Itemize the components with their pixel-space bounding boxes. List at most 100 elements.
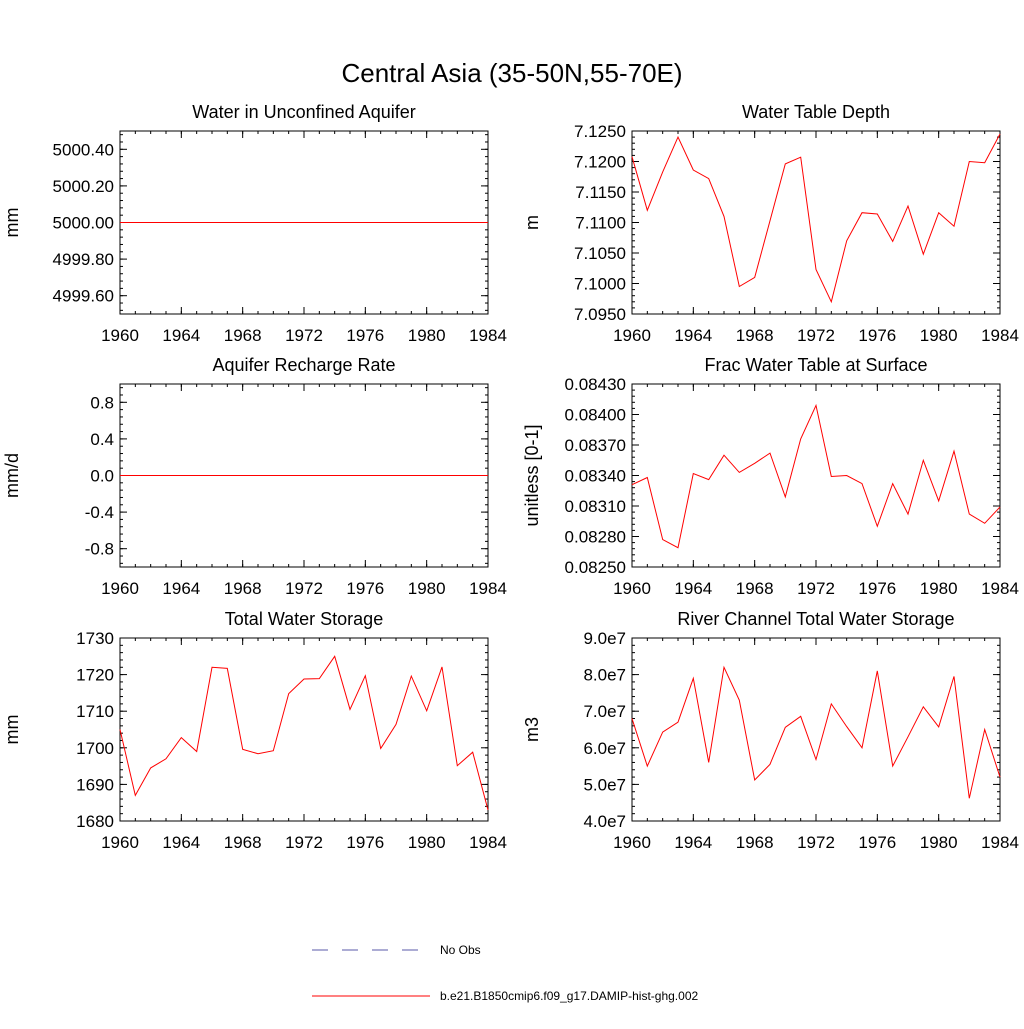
x-tick-label: 1972 — [797, 833, 835, 852]
x-tick-label: 1960 — [613, 833, 651, 852]
y-tick-label: 7.1000 — [574, 275, 626, 294]
y-tick-label: 7.1100 — [575, 214, 626, 233]
y-axis-label: mm — [2, 208, 22, 238]
x-tick-label: 1984 — [469, 579, 507, 598]
figure-title: Central Asia (35-50N,55-70E) — [341, 58, 682, 88]
x-tick-label: 1976 — [858, 579, 896, 598]
x-tick-label: 1960 — [613, 326, 651, 345]
series-line-1 — [119, 655, 489, 811]
y-tick-label: 7.0950 — [574, 305, 626, 324]
y-tick-label: 0.08310 — [565, 497, 626, 516]
x-tick-label: 1960 — [101, 833, 139, 852]
x-tick-label: 1968 — [224, 579, 262, 598]
y-tick-label: 1730 — [76, 629, 114, 648]
x-tick-label: 1980 — [920, 326, 958, 345]
x-tick-label: 1972 — [797, 579, 835, 598]
y-axis-label: m — [522, 215, 542, 230]
panel-title: Water Table Depth — [742, 102, 890, 122]
x-tick-label: 1980 — [920, 833, 958, 852]
x-tick-label: 1976 — [858, 326, 896, 345]
y-tick-label: 4.0e7 — [583, 812, 626, 831]
panel-title: Frac Water Table at Surface — [704, 355, 927, 375]
x-tick-label: 1980 — [920, 579, 958, 598]
panels: Water in Unconfined Aquifer 1960 1964 1968 1… — [2, 102, 1019, 852]
plot-frame — [119, 637, 489, 822]
y-tick-label: -0.4 — [85, 503, 114, 522]
x-tick-label: 1976 — [858, 833, 896, 852]
y-tick-label: 1700 — [76, 739, 114, 758]
x-tick-label: 1968 — [736, 579, 774, 598]
panel-5: Total Water Storage 1960 1964 1968 1972 1976 1… — [2, 609, 507, 852]
y-tick-label: 0.08370 — [565, 436, 626, 455]
x-tick-label: 1980 — [408, 833, 446, 852]
x-tick-label: 1964 — [674, 833, 712, 852]
x-tick-label: 1968 — [224, 833, 262, 852]
y-tick-label: 1690 — [76, 775, 114, 794]
x-tick-label: 1972 — [285, 326, 323, 345]
x-tick-label: 1984 — [981, 326, 1019, 345]
panel-4: Frac Water Table at Surface 1960 1964 1968 1… — [522, 355, 1019, 598]
x-tick-label: 1964 — [162, 326, 200, 345]
y-tick-label: 7.1150 — [575, 183, 626, 202]
y-tick-label: 1720 — [76, 666, 114, 685]
x-tick-label: 1964 — [162, 833, 200, 852]
x-tick-label: 1972 — [285, 579, 323, 598]
x-tick-label: 1964 — [674, 326, 712, 345]
y-tick-label: -0.8 — [85, 540, 114, 559]
x-tick-label: 1976 — [346, 326, 384, 345]
x-tick-label: 1972 — [285, 833, 323, 852]
panel-3: Aquifer Recharge Rate 1960 1964 1968 1972 197… — [2, 355, 507, 598]
y-tick-label: 0.08280 — [565, 528, 626, 547]
y-tick-label: 7.0e7 — [583, 702, 626, 721]
series-line-1 — [631, 403, 1001, 549]
x-tick-label: 1984 — [981, 579, 1019, 598]
y-axis-label: mm/d — [2, 453, 22, 498]
plot-frame — [631, 637, 1001, 822]
panel-title: Total Water Storage — [225, 609, 383, 629]
x-tick-label: 1984 — [469, 833, 507, 852]
x-tick-label: 1960 — [101, 326, 139, 345]
y-tick-label: 0.08400 — [565, 406, 626, 425]
x-tick-label: 1960 — [613, 579, 651, 598]
series-line-1 — [631, 133, 1001, 304]
y-tick-label: 5.0e7 — [583, 775, 626, 794]
panel-title: River Channel Total Water Storage — [677, 609, 954, 629]
x-tick-label: 1968 — [224, 326, 262, 345]
plot-frame — [631, 130, 1001, 315]
y-tick-label: 4999.80 — [53, 250, 114, 269]
y-tick-label: 0.08250 — [565, 558, 626, 577]
y-tick-label: 7.1050 — [574, 244, 626, 263]
y-axis-label: m3 — [522, 717, 542, 742]
panel-title: Aquifer Recharge Rate — [212, 355, 395, 375]
y-tick-label: 6.0e7 — [583, 739, 626, 758]
y-tick-label: 8.0e7 — [583, 666, 626, 685]
x-tick-label: 1968 — [736, 326, 774, 345]
y-tick-label: 0.4 — [90, 430, 114, 449]
x-tick-label: 1976 — [346, 579, 384, 598]
x-tick-label: 1964 — [162, 579, 200, 598]
x-tick-label: 1984 — [469, 326, 507, 345]
x-tick-label: 1972 — [797, 326, 835, 345]
x-tick-label: 1980 — [408, 579, 446, 598]
legend-label-model: b.e21.B1850cmip6.f09_g17.DAMIP-hist-ghg.… — [440, 989, 698, 1003]
panel-6: River Channel Total Water Storage 1960 196… — [522, 609, 1019, 852]
y-tick-label: 0.0 — [90, 467, 114, 486]
y-tick-label: 1710 — [76, 702, 114, 721]
y-axis-label: mm — [2, 715, 22, 745]
x-tick-label: 1964 — [674, 579, 712, 598]
panel-2: Water Table Depth 1960 1964 1968 1972 1976 198… — [522, 102, 1019, 345]
y-tick-label: 0.08340 — [565, 467, 626, 486]
series-line-1 — [631, 665, 1001, 799]
y-tick-label: 5000.40 — [53, 140, 114, 159]
x-tick-label: 1980 — [408, 326, 446, 345]
y-axis-label: unitless [0-1] — [522, 424, 542, 526]
y-tick-label: 7.1250 — [574, 122, 626, 141]
x-tick-label: 1976 — [346, 833, 384, 852]
y-tick-label: 9.0e7 — [583, 629, 626, 648]
legend-label-no-obs: No Obs — [440, 943, 481, 957]
y-tick-label: 7.1200 — [574, 153, 626, 172]
x-tick-label: 1984 — [981, 833, 1019, 852]
plot-frame — [631, 383, 1001, 568]
